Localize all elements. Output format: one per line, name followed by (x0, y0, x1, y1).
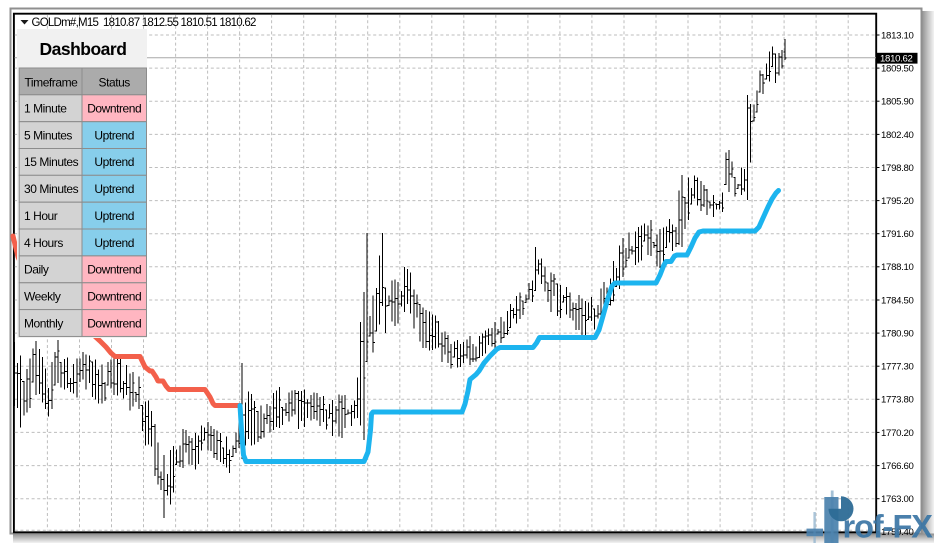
svg-text:Downtrend: Downtrend (87, 263, 141, 277)
svg-text:1788.10: 1788.10 (881, 262, 914, 273)
svg-text:30 Minutes: 30 Minutes (24, 182, 79, 196)
svg-text:GOLDm#,M15 1810.87 1812.55 18: GOLDm#,M15 1810.87 1812.55 1810.51 1810.… (32, 17, 256, 29)
svg-text:Timeframe: Timeframe (25, 75, 79, 89)
svg-text:5 Minutes: 5 Minutes (24, 128, 72, 142)
svg-text:1770.20: 1770.20 (881, 428, 914, 439)
svg-text:1766.60: 1766.60 (881, 461, 914, 472)
svg-text:Weekly: Weekly (24, 290, 61, 304)
svg-text:Uptrend: Uptrend (94, 182, 134, 196)
svg-text:1 Hour: 1 Hour (24, 209, 58, 223)
svg-text:1813.10: 1813.10 (881, 30, 914, 41)
svg-text:Downtrend: Downtrend (87, 102, 141, 116)
svg-text:4 Hours: 4 Hours (24, 236, 63, 250)
svg-text:Daily: Daily (24, 263, 49, 277)
svg-text:Dashboard: Dashboard (40, 39, 127, 59)
svg-text:1809.50: 1809.50 (881, 64, 914, 75)
svg-text:Uptrend: Uptrend (94, 155, 134, 169)
svg-text:Downtrend: Downtrend (87, 290, 141, 304)
svg-text:15 Minutes: 15 Minutes (24, 155, 79, 169)
svg-text:1795.20: 1795.20 (881, 196, 914, 207)
svg-text:1759.40: 1759.40 (881, 527, 914, 538)
svg-text:Uptrend: Uptrend (94, 236, 134, 250)
svg-text:1810.62: 1810.62 (880, 54, 913, 65)
svg-text:1805.90: 1805.90 (881, 97, 914, 108)
svg-text:1784.50: 1784.50 (881, 295, 914, 306)
svg-text:rof-FX: rof-FX (843, 509, 934, 543)
svg-text:1802.40: 1802.40 (881, 130, 914, 141)
svg-text:1777.30: 1777.30 (881, 362, 914, 373)
svg-text:1798.80: 1798.80 (881, 163, 914, 174)
svg-text:1773.80: 1773.80 (881, 395, 914, 406)
svg-text:1 Minute: 1 Minute (24, 102, 67, 116)
svg-text:Status: Status (99, 75, 131, 89)
svg-text:Downtrend: Downtrend (87, 316, 141, 330)
svg-text:1780.90: 1780.90 (881, 329, 914, 340)
svg-text:Monthly: Monthly (24, 316, 63, 330)
svg-text:1763.00: 1763.00 (881, 494, 914, 505)
svg-text:1791.60: 1791.60 (881, 229, 914, 240)
svg-text:Uptrend: Uptrend (94, 128, 134, 142)
svg-text:Uptrend: Uptrend (94, 209, 134, 223)
